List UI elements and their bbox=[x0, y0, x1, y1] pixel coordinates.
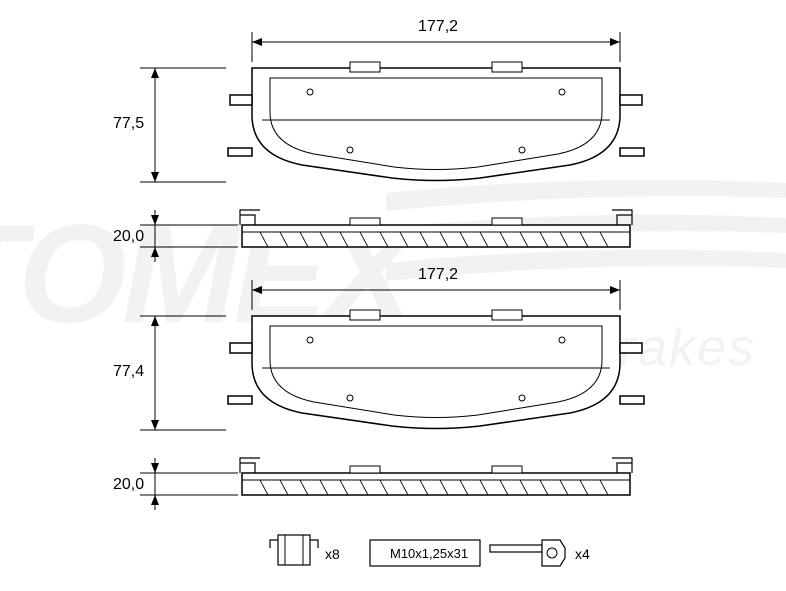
dim-bottom-height bbox=[140, 316, 226, 430]
label-top-height: 77,5 bbox=[113, 115, 144, 133]
dim-bottom-thickness bbox=[140, 458, 238, 510]
label-bottom-thickness: 20,0 bbox=[113, 476, 144, 494]
label-bolt-spec: M10x1,25x31 bbox=[390, 546, 468, 561]
label-top-width: 177,2 bbox=[418, 18, 458, 36]
dim-bottom-width bbox=[252, 280, 620, 310]
bottom-pad-side bbox=[240, 458, 632, 495]
hardware-clip-icon bbox=[270, 535, 318, 565]
label-clip-qty: x8 bbox=[325, 546, 340, 562]
bottom-pad-front bbox=[228, 310, 644, 429]
label-bottom-width: 177,2 bbox=[418, 266, 458, 284]
dim-top-width bbox=[252, 32, 620, 62]
dim-top-height bbox=[140, 68, 226, 182]
label-top-thickness: 20,0 bbox=[113, 228, 144, 246]
drawing-svg bbox=[0, 0, 786, 586]
dim-top-thickness bbox=[140, 210, 238, 262]
label-bolt-qty: x4 bbox=[575, 546, 590, 562]
technical-drawing: 177,2 77,5 20,0 177,2 77,4 20,0 x8 M10x1… bbox=[0, 0, 786, 586]
label-bottom-height: 77,4 bbox=[113, 363, 144, 381]
top-pad-side bbox=[240, 210, 632, 247]
top-pad-front bbox=[228, 62, 644, 181]
